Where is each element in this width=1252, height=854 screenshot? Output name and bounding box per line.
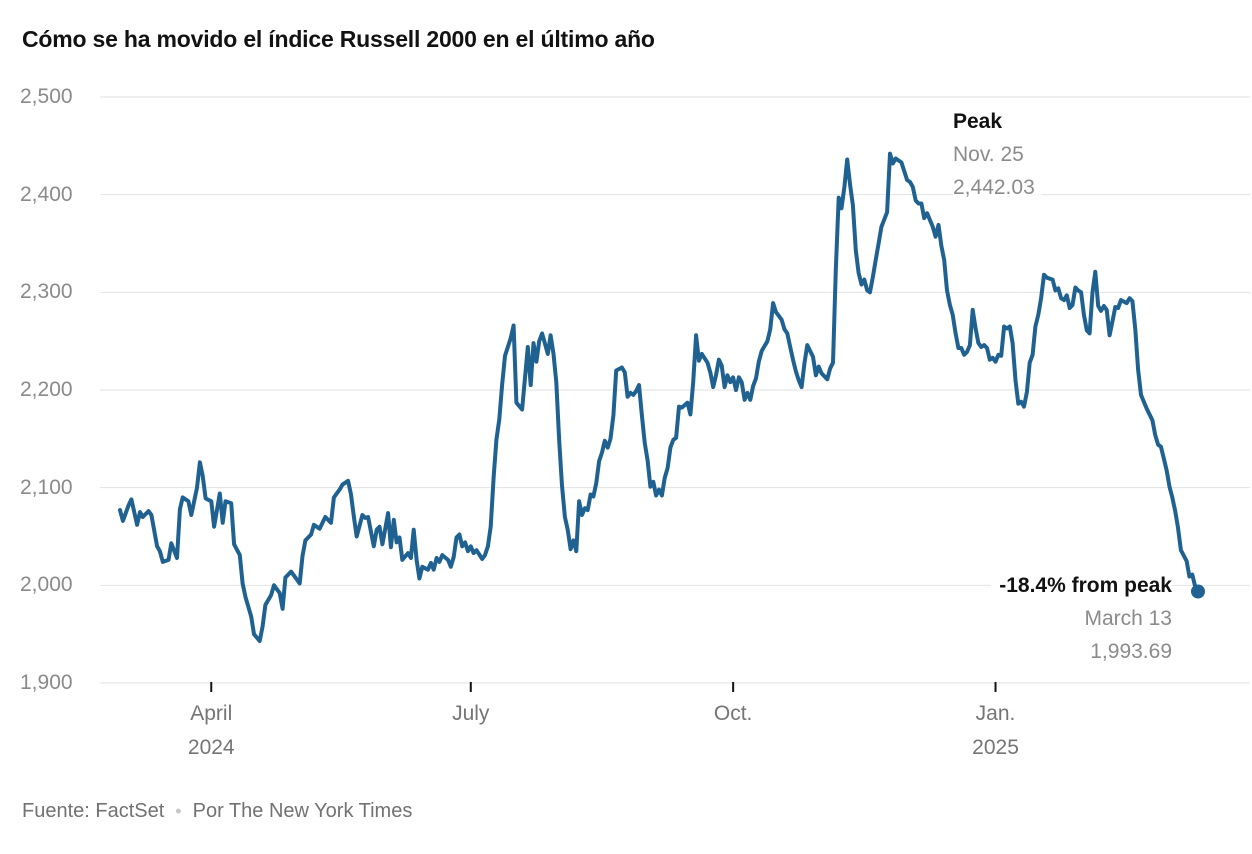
end-point-dot xyxy=(1191,584,1205,599)
trough-value: 1,993.69 xyxy=(1090,640,1172,663)
trough-date: March 13 xyxy=(1084,607,1172,630)
chart-footer: Fuente: FactSet • Por The New York Times xyxy=(22,800,412,823)
peak-label: Peak xyxy=(953,110,1003,133)
x-axis-label: July xyxy=(452,702,490,725)
peak-date: Nov. 25 xyxy=(953,143,1024,166)
y-axis-label: 2,200 xyxy=(20,378,73,401)
byline: Por The New York Times xyxy=(192,800,413,822)
peak-annotation: Peak Nov. 25 2,442.03 xyxy=(953,105,1041,204)
chart-title: Cómo se ha movido el índice Russell 2000… xyxy=(22,26,655,52)
trough-annotation: -18.4% from peak March 13 1,993.69 xyxy=(991,569,1172,668)
x-axis-year-label: 2025 xyxy=(972,736,1019,759)
footer-separator-dot: • xyxy=(175,801,182,821)
y-axis-label: 1,900 xyxy=(20,671,73,694)
peak-value: 2,442.03 xyxy=(953,176,1035,199)
x-axis-label: Jan. xyxy=(975,702,1016,725)
y-axis-label: 2,000 xyxy=(20,573,73,597)
x-axis-year-label: 2024 xyxy=(187,736,235,759)
x-axis-label: April xyxy=(190,702,233,725)
y-axis-label: 2,300 xyxy=(20,280,73,304)
source-credit: Fuente: FactSet xyxy=(22,800,165,822)
y-axis-label: 2,100 xyxy=(20,475,73,499)
price-line xyxy=(118,151,1200,643)
y-axis-label: 2,400 xyxy=(20,182,73,206)
x-axis-label: Oct. xyxy=(713,702,753,725)
y-axis-label: 2,500 xyxy=(20,85,73,108)
trough-label: -18.4% from peak xyxy=(999,574,1172,597)
